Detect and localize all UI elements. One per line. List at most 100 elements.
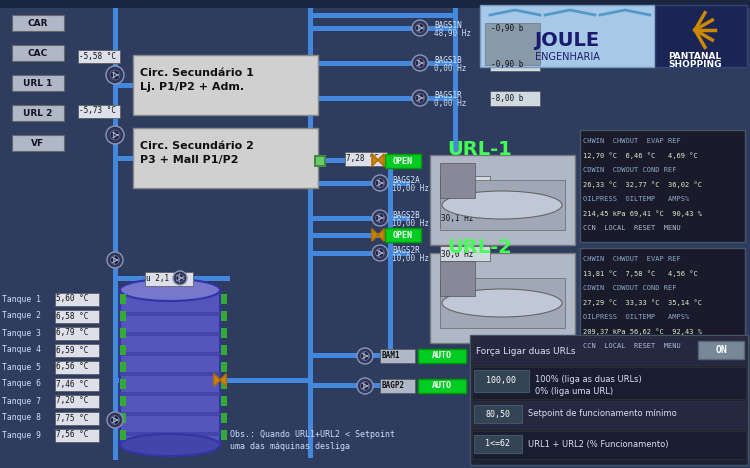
Bar [453,8,458,153]
Bar [440,211,490,226]
Text: 6,56 °C: 6,56 °C [56,363,88,372]
Text: 30,1 Hz: 30,1 Hz [441,214,473,224]
Text: 6,79 °C: 6,79 °C [56,329,88,337]
Bar [472,367,746,399]
Circle shape [107,252,123,268]
Bar [115,378,230,383]
Bar [430,155,575,245]
Text: OPEN: OPEN [393,231,413,240]
Text: Tanque 5: Tanque 5 [2,363,41,372]
Bar [474,370,529,392]
Bar [12,135,64,151]
Bar [115,156,310,161]
Circle shape [110,70,120,80]
Bar [221,379,227,389]
Text: -0,90 b: -0,90 b [491,24,524,34]
Bar [380,379,415,393]
Bar [115,83,310,88]
Bar [221,328,227,338]
Bar [440,180,565,230]
Text: 13,81 °C  7,58 °C   4,56 °C: 13,81 °C 7,58 °C 4,56 °C [583,271,698,277]
Bar [430,253,575,343]
Text: BAGP2: BAGP2 [382,381,405,390]
Circle shape [372,175,388,191]
Text: Tanque 1: Tanque 1 [2,294,41,304]
Bar [698,341,744,359]
Circle shape [412,90,428,106]
Text: OILPRESS  OILTEMP   AMPS%: OILPRESS OILTEMP AMPS% [583,196,689,202]
Bar [308,355,313,455]
Bar [490,21,540,36]
Bar [115,276,230,281]
Text: CAR: CAR [28,19,48,28]
Bar [221,311,227,321]
Text: URL1 + URL2 (% Funcionamento): URL1 + URL2 (% Funcionamento) [528,439,668,448]
Bar [120,372,220,376]
Circle shape [416,58,424,67]
Text: 5,60 °C: 5,60 °C [56,294,88,304]
Bar [120,432,220,436]
Text: OPEN: OPEN [393,156,413,166]
Bar [230,378,310,383]
Text: 0% (liga uma URL): 0% (liga uma URL) [535,387,614,396]
Bar [310,383,390,388]
Bar [345,152,387,166]
Bar [120,332,220,336]
Bar [55,344,99,357]
Bar [316,157,324,165]
Text: Tanque 9: Tanque 9 [2,431,41,439]
Text: BAGS2R: BAGS2R [392,246,420,255]
Bar [145,272,193,286]
Bar [113,200,118,460]
Text: BAM1: BAM1 [382,351,400,360]
Bar [221,294,227,304]
Bar [120,328,126,338]
Text: 6,58 °C: 6,58 °C [56,312,88,321]
Bar [78,105,120,118]
Bar [440,176,490,191]
Text: 209,37 kPa 56,62 °C  92,43 %: 209,37 kPa 56,62 °C 92,43 % [583,329,702,335]
Bar [440,163,475,198]
Bar [472,337,746,365]
Bar [221,345,227,355]
Bar [310,96,455,101]
Text: 1<=62: 1<=62 [485,439,511,448]
Text: 7,20 °C: 7,20 °C [56,396,88,405]
Circle shape [376,179,385,187]
Text: 7,46 °C: 7,46 °C [56,380,88,388]
Text: BAGS2A: BAGS2A [392,176,420,185]
Circle shape [361,351,370,360]
Bar [55,361,99,374]
Circle shape [106,66,124,84]
Bar [310,353,390,358]
Text: 7,75 °C: 7,75 °C [56,414,88,423]
Bar [0,0,750,8]
Bar [480,5,655,67]
Text: Tanque 2: Tanque 2 [2,312,41,321]
Text: CDWIN  CDWOUT COND REF: CDWIN CDWOUT COND REF [583,285,676,291]
Text: Tanque 3: Tanque 3 [2,329,41,337]
Bar [388,242,393,357]
Text: 214,45 kPa 69,41 °C  90,43 %: 214,45 kPa 69,41 °C 90,43 % [583,211,702,217]
Bar [308,8,313,458]
Text: URL 2: URL 2 [23,109,52,117]
Bar [55,293,99,306]
Bar [120,430,126,440]
Circle shape [176,274,184,282]
Bar [388,155,393,245]
Bar [490,56,540,71]
Bar [120,311,126,321]
Text: OILPRESS  OILTEMP   AMPS%: OILPRESS OILTEMP AMPS% [583,314,689,320]
Text: SHOPPING: SHOPPING [668,60,722,69]
Text: 10,00 Hz: 10,00 Hz [392,254,429,263]
Text: CHWIN  CHWOUT  EVAP REF: CHWIN CHWOUT EVAP REF [583,138,681,144]
Bar [55,412,99,425]
Bar [310,158,390,163]
Bar [580,130,745,242]
Text: -8,00 b: -8,00 b [491,95,524,103]
Text: 26,33 °C  32,77 °C  36,02 °C: 26,33 °C 32,77 °C 36,02 °C [583,182,702,188]
Text: CAC: CAC [28,49,48,58]
Text: CCN  LOCAL  RESET  MENU: CCN LOCAL RESET MENU [583,225,681,231]
Circle shape [173,271,187,285]
Bar [55,310,99,323]
